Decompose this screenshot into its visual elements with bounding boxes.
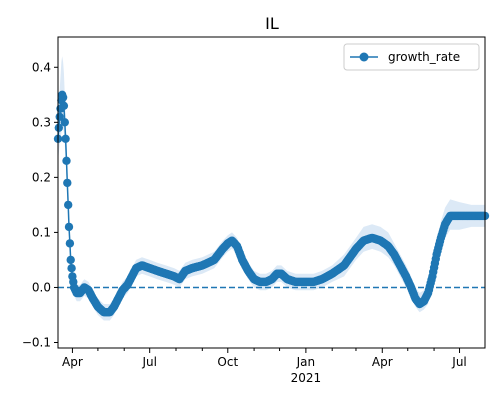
series-layer — [53, 90, 490, 317]
y-tick-label: 0.2 — [32, 170, 51, 184]
legend-box — [343, 43, 480, 71]
legend: growth_rate — [343, 43, 480, 71]
plot-frame — [57, 36, 486, 349]
x-tick-label: Oct — [217, 355, 238, 369]
x-tick-label: Jan — [296, 355, 316, 369]
x-tick-label: Jul — [451, 355, 466, 369]
data-point — [59, 101, 69, 111]
y-tick-label: 0.0 — [32, 280, 51, 294]
data-point — [60, 118, 69, 127]
data-point — [54, 123, 63, 132]
y-tick-label: 0.3 — [32, 115, 51, 129]
data-point — [63, 200, 73, 210]
x-tick-year-label: 2021 — [291, 371, 322, 385]
x-tick-label: Apr — [62, 355, 83, 369]
x-tick-label: Apr — [372, 355, 393, 369]
data-point — [67, 264, 76, 273]
y-tick-label: −0.1 — [22, 335, 51, 349]
data-point — [62, 156, 71, 165]
chart-title: IL — [265, 14, 279, 33]
data-point — [64, 222, 74, 232]
legend-label: growth_rate — [388, 50, 460, 64]
data-point — [61, 134, 70, 143]
data-point — [58, 93, 68, 102]
y-tick-label: 0.4 — [32, 60, 51, 74]
x-tick-label: Jul — [141, 355, 156, 369]
axes-layer: −0.1 0.0 0.1 0.2 0.3 0.4 Apr Jul Oct Jan 2021 Apr Ju… — [22, 36, 486, 385]
legend-marker — [359, 52, 369, 62]
data-point — [66, 255, 75, 265]
y-tick-label: 0.1 — [32, 225, 51, 239]
data-point — [65, 239, 75, 248]
data-point — [63, 178, 72, 188]
